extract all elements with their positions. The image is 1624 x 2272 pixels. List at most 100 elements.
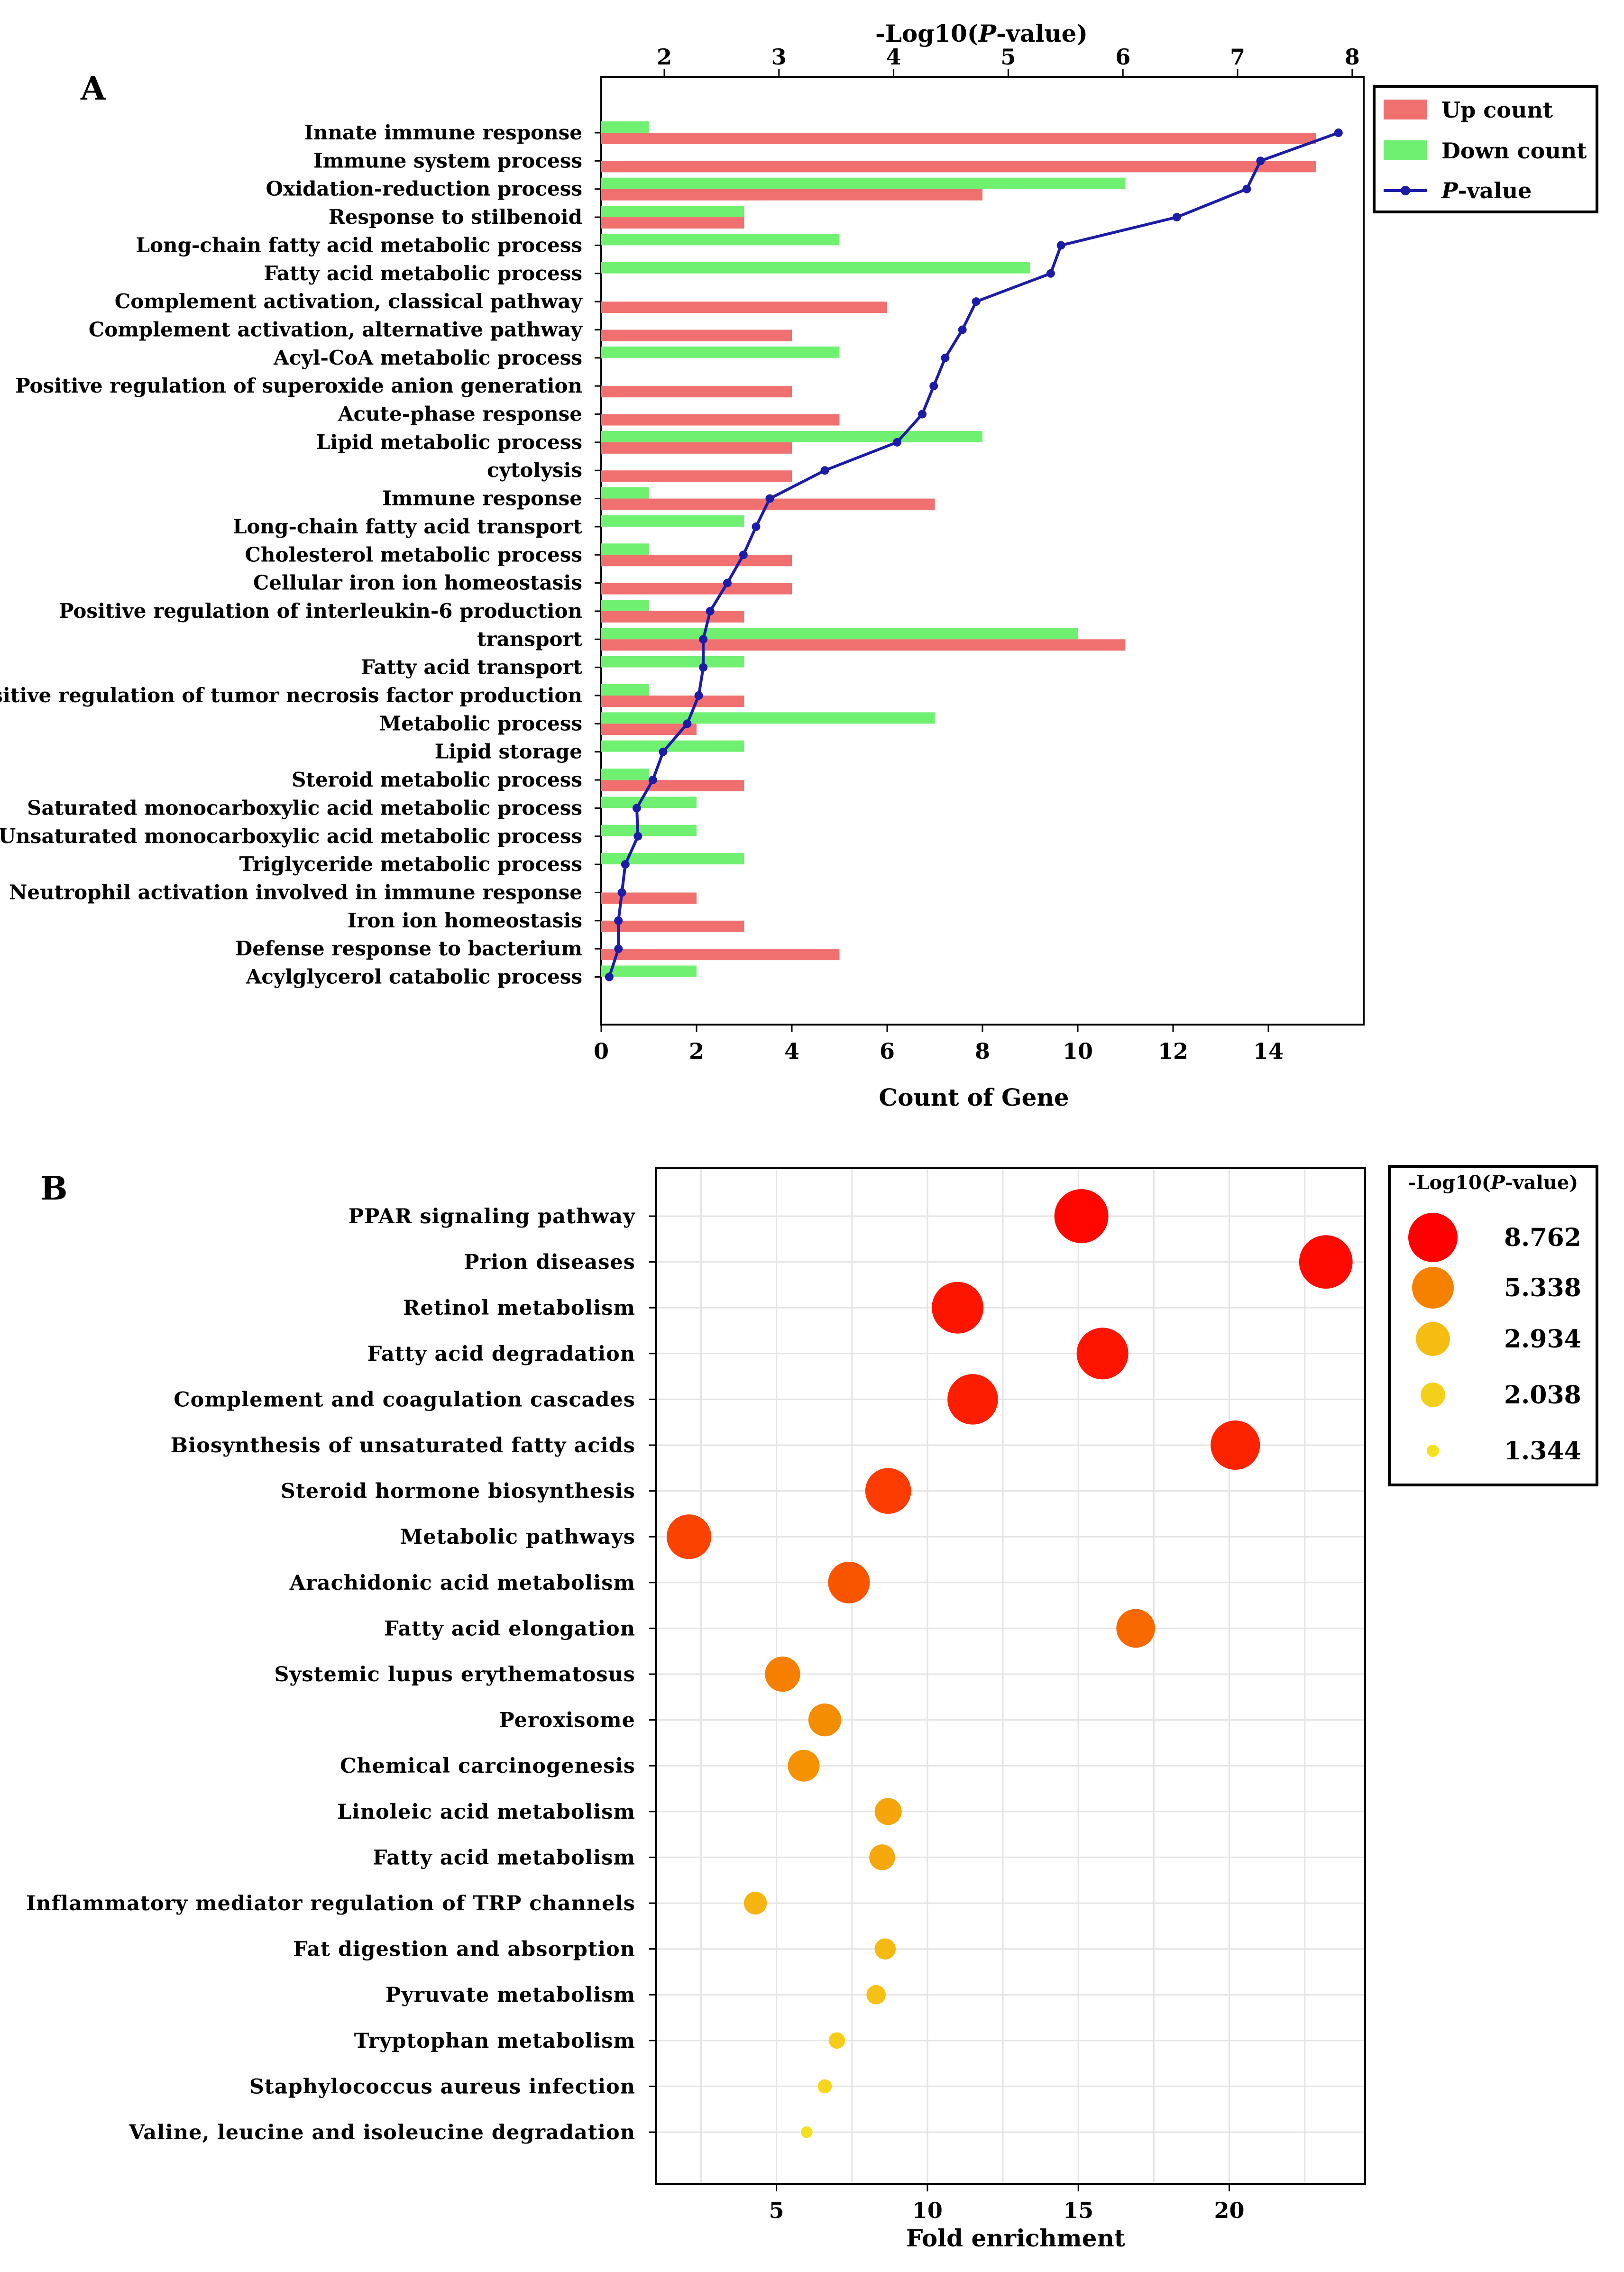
up-count-bar bbox=[601, 302, 887, 313]
enrichment-point bbox=[808, 1703, 842, 1737]
x-tick-label: 14 bbox=[1253, 1038, 1284, 1064]
panel-a-chart: Innate immune response Immune system proc… bbox=[0, 19, 1598, 1111]
panel-a-category-label: Oxidation-reduction process bbox=[266, 177, 582, 201]
panel-a-category-label: Acylglycerol catabolic process bbox=[246, 965, 582, 989]
panel-a-legend: Up count Down count P-value bbox=[1373, 85, 1598, 213]
up-count-bar bbox=[601, 920, 744, 932]
pvalue-point bbox=[1256, 156, 1265, 165]
x-tick-label: 5 bbox=[769, 2198, 784, 2223]
x2-tick-label: 3 bbox=[771, 44, 787, 70]
up-count-bar bbox=[601, 780, 744, 792]
up-count-bar bbox=[601, 639, 1126, 651]
pvalue-point bbox=[972, 297, 981, 306]
enrichment-point bbox=[947, 1374, 998, 1425]
enrichment-point bbox=[800, 2126, 813, 2138]
x2-tick-label: 6 bbox=[1115, 44, 1130, 70]
up-count-bar bbox=[601, 611, 744, 623]
panel-b-category-label: Metabolic pathways bbox=[400, 1525, 635, 1549]
panel-b-category-label: Linoleic acid metabolism bbox=[337, 1800, 635, 1824]
panel-a-category-label: transport bbox=[477, 627, 582, 650]
x2-tick-label: 8 bbox=[1345, 44, 1360, 70]
panel-b-size-legend: -Log10(P-value) 8.762 5.338 2.934 2.038 1.34… bbox=[1388, 1165, 1598, 1486]
panel-b-category-label: Fatty acid elongation bbox=[384, 1617, 635, 1640]
up-count-bar bbox=[601, 470, 792, 482]
pvalue-point bbox=[633, 832, 642, 841]
down-count-bar bbox=[601, 599, 649, 611]
enrichment-point bbox=[1116, 1609, 1156, 1648]
size-legend-dot bbox=[1427, 1445, 1439, 1457]
panel-b-category-label: Steroid hormone biosynthesis bbox=[281, 1480, 635, 1503]
panel-label-b: B bbox=[40, 1170, 67, 1208]
x-tick-label: 6 bbox=[880, 1038, 895, 1064]
panel-b-category-label: PPAR signaling pathway bbox=[349, 1205, 636, 1228]
enrichment-point bbox=[874, 1798, 902, 1825]
panel-a-category-label: Long-chain fatty acid metabolic process bbox=[136, 233, 582, 257]
panel-b-category-label: Fat digestion and absorption bbox=[293, 1938, 635, 1961]
panel-b-category-label: Peroxisome bbox=[499, 1709, 635, 1732]
up-count-bar bbox=[601, 442, 792, 454]
panel-a-category-label: Acute-phase response bbox=[338, 403, 582, 426]
panel-a-category-label: Saturated monocarboxylic acid metabolic … bbox=[27, 796, 582, 819]
x2-tick-label: 7 bbox=[1230, 44, 1245, 70]
down-count-bar bbox=[601, 825, 697, 836]
up-count-bar bbox=[601, 892, 697, 904]
panel-b-category-label: Complement and coagulation cascades bbox=[174, 1388, 635, 1411]
panel-b-category-label: Valine, leucine and isoleucine degradati… bbox=[128, 2121, 635, 2144]
size-legend-label: 2.934 bbox=[1504, 1325, 1581, 1354]
panel-a-category-label: Long-chain fatty acid transport bbox=[233, 515, 583, 538]
panel-a-category-label: Cellular iron ion homeostasis bbox=[253, 571, 582, 595]
panel-b-category-label: Biosynthesis of unsaturated fatty acids bbox=[171, 1434, 635, 1457]
down-count-bar bbox=[601, 431, 982, 442]
pvalue-point bbox=[929, 382, 938, 391]
enrichment-point bbox=[765, 1656, 800, 1692]
size-legend-dot bbox=[1421, 1383, 1445, 1407]
panel-a-category-label: Unsaturated monocarboxylic acid metaboli… bbox=[0, 825, 582, 848]
down-count-bar bbox=[601, 121, 649, 133]
down-count-bar bbox=[601, 177, 1126, 189]
legend-label: Up count bbox=[1441, 97, 1553, 123]
enrichment-point bbox=[869, 1844, 895, 1870]
enrichment-point bbox=[874, 1938, 896, 1960]
up-count-bar bbox=[601, 161, 1316, 173]
legend-label: P-value bbox=[1440, 178, 1532, 203]
panel-b-x-axis-label: Fold enrichment bbox=[906, 2224, 1125, 2252]
x-tick-label: 10 bbox=[912, 2198, 943, 2223]
size-legend-label: 1.344 bbox=[1504, 1437, 1581, 1466]
enrichment-point bbox=[743, 1891, 767, 1915]
panel-b-grid bbox=[656, 1168, 1365, 2184]
pvalue-point bbox=[892, 438, 901, 447]
enrichment-point bbox=[1076, 1328, 1129, 1380]
panel-a-top-axis-label: -Log10(P-value) bbox=[875, 19, 1088, 47]
panel-b-category-label: Staphylococcus aureus infection bbox=[249, 2075, 635, 2098]
pvalue-point bbox=[632, 804, 641, 813]
panel-a-category-label: Immune response bbox=[382, 487, 582, 510]
panel-b-category-label: Fatty acid metabolism bbox=[373, 1846, 635, 1869]
panel-b-category-label: Tryptophan metabolism bbox=[354, 2029, 635, 2053]
panel-b-category-label: Inflammatory mediator regulation of TRP … bbox=[26, 1892, 635, 1915]
pvalue-point bbox=[1056, 241, 1065, 250]
panel-b-category-label: Fatty acid degradation bbox=[367, 1342, 635, 1366]
enrichment-point bbox=[666, 1514, 712, 1559]
down-count-bar bbox=[601, 515, 744, 527]
down-count-bar bbox=[601, 346, 840, 358]
pvalue-point bbox=[723, 578, 732, 587]
enrichment-point bbox=[817, 2079, 832, 2094]
pvalue-point bbox=[614, 916, 623, 925]
x-tick-label: 12 bbox=[1158, 1038, 1188, 1064]
down-count-bar bbox=[601, 487, 649, 499]
size-legend-label: 5.338 bbox=[1504, 1273, 1581, 1302]
panel-b-category-label: Pyruvate metabolism bbox=[385, 1983, 635, 2007]
panel-a-category-label: Cholesterol metabolic process bbox=[245, 543, 583, 566]
pvalue-point bbox=[694, 691, 703, 700]
pvalue-point bbox=[739, 550, 748, 559]
panel-a-category-label: Response to stilbenoid bbox=[329, 205, 582, 229]
x-tick-label: 20 bbox=[1214, 2198, 1245, 2223]
up-count-bar bbox=[601, 949, 840, 961]
panel-a-category-label: Positive regulation of superoxide anion … bbox=[15, 374, 582, 397]
panel-a-x-axis-label: Count of Gene bbox=[879, 1083, 1069, 1111]
panel-a-category-label: Defense response to bacterium bbox=[235, 937, 582, 960]
pvalue-point bbox=[941, 353, 950, 362]
panel-a-category-label: Acyl-CoA metabolic process bbox=[273, 346, 582, 369]
down-count-bar bbox=[601, 797, 697, 808]
pvalue-point bbox=[752, 522, 761, 531]
